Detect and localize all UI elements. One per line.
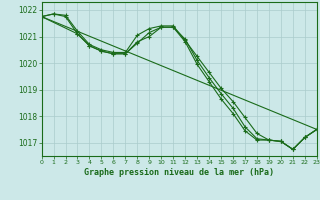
X-axis label: Graphe pression niveau de la mer (hPa): Graphe pression niveau de la mer (hPa) <box>84 168 274 177</box>
